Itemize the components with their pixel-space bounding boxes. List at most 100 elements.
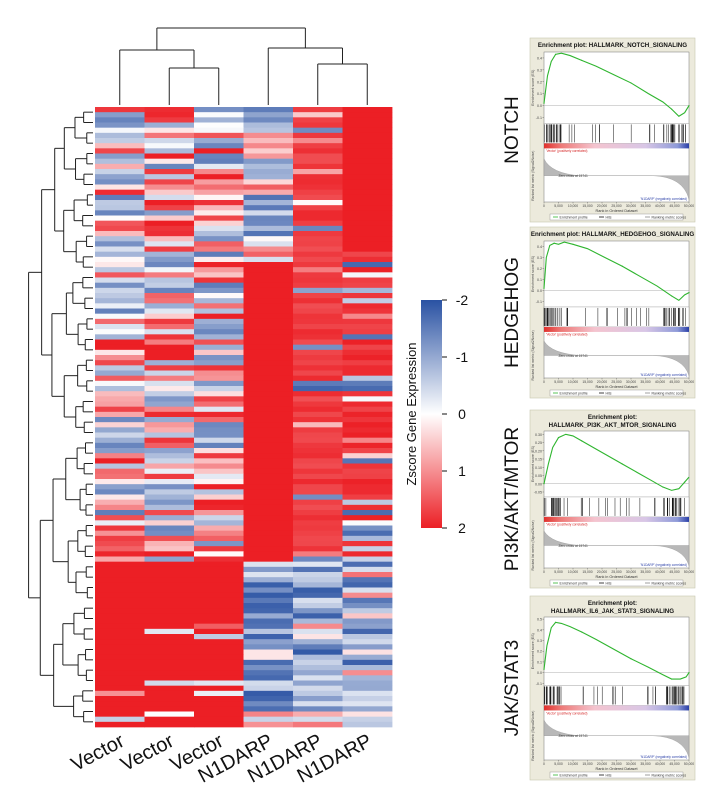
heatmap-cell: [243, 220, 294, 227]
heatmap-cell: [194, 225, 244, 232]
heatmap-cell: [95, 267, 145, 273]
heatmap-cell: [95, 256, 145, 263]
heatmap-cell: [144, 391, 195, 397]
heatmap-cell: [194, 432, 244, 439]
heatmap-cell: [144, 200, 195, 206]
heatmap-cell: [243, 711, 294, 718]
heatmap-cell: [194, 489, 244, 495]
heatmap-cell: [144, 277, 195, 284]
heatmap-cell: [342, 194, 393, 201]
heatmap-cell: [342, 623, 393, 630]
legend-entry: Hits: [606, 773, 612, 777]
gsea-xtick-label: 30,000: [626, 762, 636, 766]
enrichment-point: [671, 108, 673, 110]
gsea-title-line2: HALLMARK_IL6_JAK_STAT3_SIGNALING: [551, 608, 674, 615]
heatmap-cell: [243, 329, 294, 335]
heatmap-cell: [243, 432, 294, 439]
heatmap-cell: [293, 225, 343, 232]
heatmap-cell: [342, 535, 393, 542]
gsea-xtick-label: 10,000: [568, 204, 578, 208]
rank-gradient: [544, 516, 689, 522]
gsea-ytick-label: 0.1: [537, 660, 542, 664]
heatmap-cell: [342, 634, 393, 640]
gsea-ytick-label: 0.05: [535, 474, 542, 478]
heatmap-cell: [243, 272, 294, 278]
gsea-ylabel-bottom: Ranked list metric (Signal2Noise): [531, 151, 535, 201]
enrichment-point: [543, 668, 545, 671]
heatmap-cell: [243, 355, 294, 361]
heatmap-cell: [243, 448, 294, 454]
heatmap-cell: [342, 132, 393, 139]
heatmap-cell: [342, 473, 393, 480]
heatmap-cell: [95, 122, 145, 129]
heatmap-cell: [342, 303, 393, 309]
heatmap-cell: [95, 623, 145, 630]
heatmap-cell: [95, 665, 145, 671]
heatmap-cell: [95, 618, 145, 625]
heatmap-cell: [144, 587, 195, 594]
heatmap-cell: [194, 313, 244, 320]
column-label: Vector: [68, 730, 129, 776]
heatmap-cell: [293, 391, 343, 397]
heatmap-cell: [144, 411, 195, 418]
heatmap-cell: [144, 262, 195, 268]
heatmap-cell: [144, 551, 195, 557]
ranking-metric: [543, 720, 690, 758]
heatmap-cell: [95, 577, 145, 583]
heatmap-cell: [243, 386, 294, 392]
heatmap-cell: [293, 597, 343, 604]
heatmap-cell: [293, 231, 343, 237]
heatmap-cell: [194, 422, 244, 428]
enrichment-point: [555, 621, 557, 623]
heatmap-cell: [243, 721, 294, 728]
heatmap-cell: [243, 163, 294, 170]
gsea-xtick-label: 30,000: [626, 380, 636, 384]
heatmap-cell: [144, 287, 195, 294]
heatmap-cell: [144, 644, 195, 650]
heatmap-cell: [293, 685, 343, 692]
gsea-xtick-label: 45,000: [669, 570, 679, 574]
gsea-ytick-label: -0.1: [536, 682, 542, 686]
heatmap-cell: [95, 282, 145, 289]
heatmap-cell: [293, 127, 343, 134]
heatmap-cell: [293, 608, 343, 614]
heatmap-cell: [293, 716, 343, 723]
enrichment-point: [684, 481, 686, 483]
heatmap-cell: [293, 122, 343, 129]
heatmap-cell: [95, 411, 145, 418]
heatmap-cell: [293, 442, 343, 449]
gsea-ylabel: Enrichment score (ES): [531, 446, 535, 482]
gsea-xtick-label: 40,000: [655, 204, 665, 208]
heatmap-cell: [243, 324, 294, 330]
heatmap-cell: [194, 510, 244, 516]
gsea-title: Enrichment plot: HALLMARK_HEDGEHOG_SIGNA…: [531, 231, 694, 238]
heatmap-cell: [342, 608, 393, 614]
heatmap-cell: [293, 339, 343, 346]
ranking-metric: [543, 340, 690, 376]
gsea-ytick-label: 0.2: [537, 650, 542, 654]
heatmap-cell: [342, 582, 393, 588]
gsea-ytick-label: 0.4: [537, 56, 542, 60]
heatmap-cell: [293, 525, 343, 532]
heatmap-cell: [144, 566, 195, 573]
heatmap-cell: [293, 411, 343, 418]
heatmap-cell: [243, 603, 294, 609]
heatmap-cell: [342, 143, 393, 149]
heatmap-cell: [95, 112, 145, 118]
heatmap-cell: [293, 628, 343, 635]
heatmap-cell: [95, 324, 145, 330]
heatmap-cell: [95, 158, 145, 165]
enrichment-curve: [543, 433, 690, 491]
heatmap-cell: [144, 401, 195, 408]
heatmap-cell: [342, 396, 393, 402]
heatmap-cell: [144, 603, 195, 609]
heatmap-cell: [243, 453, 294, 459]
heatmap-cell: [243, 690, 294, 697]
heatmap-cell: [293, 401, 343, 408]
gsea-xtick-label: 15,000: [582, 762, 592, 766]
heatmap-cell: [95, 608, 145, 614]
heatmap-cell: [342, 349, 393, 356]
heatmap-cell: [243, 153, 294, 160]
